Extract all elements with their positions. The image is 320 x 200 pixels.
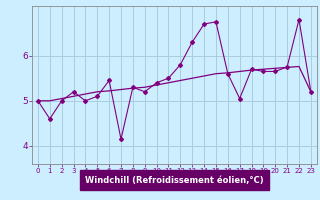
X-axis label: Windchill (Refroidissement éolien,°C): Windchill (Refroidissement éolien,°C): [85, 176, 264, 185]
